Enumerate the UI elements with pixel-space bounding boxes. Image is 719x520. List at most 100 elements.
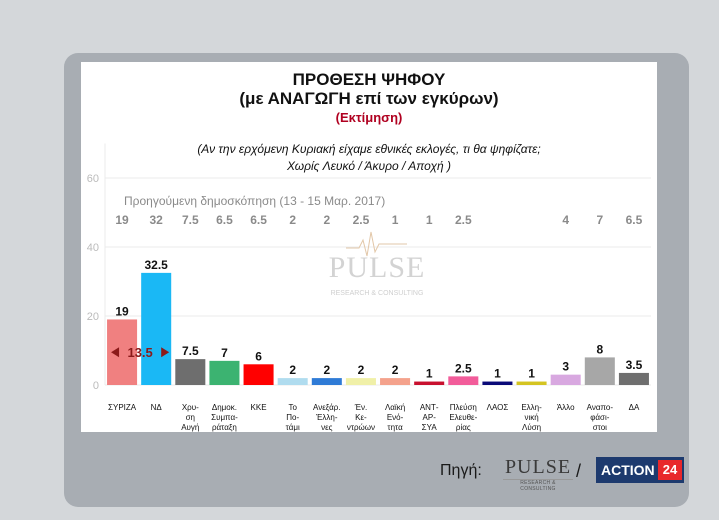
x-tick-label-line: ΝΔ bbox=[151, 403, 163, 412]
y-tick-label: 0 bbox=[93, 380, 99, 392]
bar-value-label: 1 bbox=[528, 367, 535, 381]
x-tick-label-line: Ανεξάρ. bbox=[313, 403, 341, 412]
bar-value-label: 6 bbox=[255, 349, 262, 363]
x-tick-label-line: Λαϊκή bbox=[385, 403, 405, 412]
bar-value-label: 2 bbox=[392, 363, 399, 377]
x-tick-label-line: φάσι- bbox=[590, 413, 610, 422]
x-tick-label-line: τάμι bbox=[286, 423, 300, 432]
previous-value-label: 19 bbox=[115, 213, 129, 227]
x-tick-label-line: Αναπο- bbox=[587, 403, 614, 412]
bar bbox=[141, 272, 172, 385]
x-tick-label-line: Άλλο bbox=[557, 403, 575, 412]
y-tick-label: 60 bbox=[87, 173, 99, 185]
x-tick-label-line: ρίας bbox=[456, 423, 471, 432]
previous-value-label: 7.5 bbox=[182, 213, 199, 227]
chart-title: ΠΡΟΘΕΣΗ ΨΗΦΟΥ bbox=[292, 70, 446, 89]
bar bbox=[516, 381, 547, 385]
bar bbox=[414, 381, 445, 385]
y-tick-label: 20 bbox=[87, 311, 99, 323]
x-tick-label: ΛΑΟΣ bbox=[487, 403, 509, 412]
action24-logo: ACTION 24 bbox=[596, 457, 684, 483]
x-tick-label-line: ράταξη bbox=[212, 423, 237, 432]
bar bbox=[618, 372, 649, 385]
x-tick-label: Δημοκ. Συμπα-ράταξη bbox=[211, 403, 238, 432]
previous-value-label: 2 bbox=[323, 213, 330, 227]
previous-poll-label: Προηγούμενη δημοσκόπηση (13 - 15 Μαρ. 20… bbox=[124, 194, 385, 208]
x-tick-label-line: Χρυ- bbox=[182, 403, 199, 412]
x-tick-label-line: Λύση bbox=[522, 423, 541, 432]
bar-value-label: 2.5 bbox=[455, 361, 472, 375]
previous-value-label: 6.5 bbox=[626, 213, 643, 227]
x-tick-label: Έν. Κε-ντρώων bbox=[347, 403, 375, 432]
bar-value-label: 7 bbox=[221, 346, 228, 360]
x-tick-label: ΔΑ bbox=[629, 403, 640, 412]
bar bbox=[209, 360, 240, 385]
gap-arrow-left bbox=[111, 347, 120, 358]
x-tick-label-line: Πο- bbox=[286, 413, 299, 422]
x-tick-label-line: ση bbox=[186, 413, 195, 422]
source-label: Πηγή: bbox=[440, 462, 482, 479]
x-tick-label-line: ΑΝΤ- bbox=[420, 403, 439, 412]
y-tick-label: 40 bbox=[87, 242, 99, 254]
x-tick-label: ΣΥΡΙΖΑ bbox=[108, 403, 137, 412]
previous-value-label: 7 bbox=[596, 213, 603, 227]
bar bbox=[482, 381, 513, 385]
x-tick-label-line: Ελευθε- bbox=[449, 413, 477, 422]
watermark-sub: RESEARCH & CONSULTING bbox=[331, 290, 424, 297]
bar bbox=[448, 376, 479, 385]
x-tick-label-line: τητα bbox=[387, 423, 403, 432]
bar bbox=[550, 374, 581, 385]
bar-value-label: 2 bbox=[289, 363, 296, 377]
x-tick-label: Χρυ-ση Αυγή bbox=[181, 403, 199, 432]
pulse-logo: PULSE RESEARCH & CONSULTING bbox=[503, 456, 573, 492]
x-tick-label-line: ΚΚΕ bbox=[251, 403, 267, 412]
x-tick-label-line: Πλεύση bbox=[450, 403, 477, 412]
x-tick-label: Το Πο-τάμι bbox=[286, 403, 300, 432]
chart-subtitle: (με ΑΝΑΓΩΓΗ επί των εγκύρων) bbox=[239, 89, 499, 108]
bar bbox=[345, 378, 376, 385]
watermark-name: PULSE bbox=[329, 251, 426, 284]
x-tick-label-line: ΣΥΑ bbox=[422, 423, 438, 432]
estimate-label: (Εκτίμηση) bbox=[335, 110, 403, 125]
question-line-2: Χωρίς Λευκό / Άκυρο / Αποχή ) bbox=[286, 159, 452, 173]
x-tick-label-line: Αυγή bbox=[181, 423, 199, 432]
x-tick-label-line: νική bbox=[524, 413, 538, 422]
bar bbox=[584, 357, 615, 385]
x-tick-label-line: Συμπα- bbox=[211, 413, 238, 422]
bar bbox=[380, 378, 411, 385]
x-tick-label-line: ΣΥΡΙΖΑ bbox=[108, 403, 137, 412]
previous-value-label: 1 bbox=[426, 213, 433, 227]
bar-value-label: 2 bbox=[323, 363, 330, 377]
x-tick-label: ΚΚΕ bbox=[251, 403, 267, 412]
x-tick-label-line: ντρώων bbox=[347, 423, 375, 432]
previous-value-label: 6.5 bbox=[250, 213, 267, 227]
x-tick-label: Ανεξάρ. Έλλη-νες bbox=[313, 403, 341, 432]
x-tick-label-line: Το bbox=[288, 403, 297, 412]
previous-value-label: 2.5 bbox=[455, 213, 472, 227]
x-tick-label-line: Ελλη- bbox=[521, 403, 542, 412]
x-tick-label: Λαϊκή Ενό-τητα bbox=[385, 403, 405, 432]
x-tick-label-line: ΛΑΟΣ bbox=[487, 403, 509, 412]
bar-value-label: 3.5 bbox=[626, 358, 643, 372]
x-tick-label-line: Κε- bbox=[355, 413, 367, 422]
x-tick-label: ΝΔ bbox=[151, 403, 163, 412]
x-tick-label-line: Δημοκ. bbox=[212, 403, 237, 412]
x-tick-label-line: Ενό- bbox=[387, 413, 404, 422]
x-tick-label: Πλεύση Ελευθε-ρίας bbox=[449, 403, 477, 432]
logo-separator: / bbox=[576, 461, 582, 481]
x-tick-label-line: στοι bbox=[593, 423, 607, 432]
previous-value-label: 1 bbox=[392, 213, 399, 227]
bar bbox=[311, 378, 342, 385]
previous-value-label: 2.5 bbox=[353, 213, 370, 227]
x-tick-label-line: Έν. bbox=[354, 403, 368, 412]
previous-value-label: 2 bbox=[289, 213, 296, 227]
previous-value-label: 6.5 bbox=[216, 213, 233, 227]
watermark-pulse-line bbox=[346, 231, 407, 257]
gap-arrow-right bbox=[161, 347, 170, 358]
bar-value-label: 32.5 bbox=[145, 258, 169, 272]
x-tick-label: ΑΝΤ-ΑΡ-ΣΥΑ bbox=[420, 403, 439, 432]
x-tick-label: Άλλο bbox=[557, 403, 575, 412]
question-line-1: (Αν την ερχόμενη Κυριακή είχαμε εθνικές … bbox=[197, 142, 541, 156]
bar-chart: 0 20 40 60 PULSE RESEARCH & CONSULTING Προηγού… bbox=[87, 143, 651, 432]
chart-card: ΠΡΟΘΕΣΗ ΨΗΦΟΥ (με ΑΝΑΓΩΓΗ επί των εγκύρω… bbox=[81, 62, 657, 432]
